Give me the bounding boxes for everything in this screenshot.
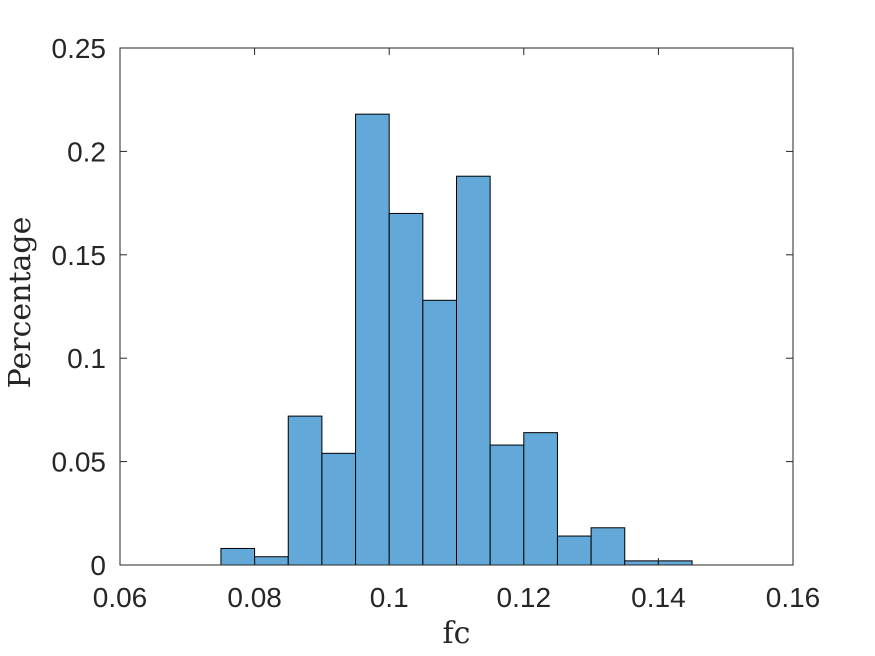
y-tick-label: 0.05 [52, 447, 107, 478]
histogram-bars [220, 113, 693, 566]
histogram-bar [388, 212, 424, 566]
y-tick-label: 0 [90, 550, 106, 581]
y-tick-label: 0.2 [67, 136, 106, 167]
histogram-bar [657, 560, 693, 566]
y-tick-labels: 0 0.05 0.1 0.15 0.2 0.25 [52, 33, 107, 581]
histogram-bar [590, 527, 626, 566]
histogram-bar [220, 547, 256, 566]
histogram-bar [556, 535, 592, 566]
histogram-bar [456, 175, 491, 566]
histogram-bar [523, 432, 558, 566]
y-axis-label: Percentage [3, 217, 38, 389]
x-tick-label: 0.06 [93, 582, 148, 613]
y-tick-label: 0.15 [52, 240, 107, 271]
histogram-bar [254, 556, 289, 566]
x-tick-label: 0.16 [766, 582, 821, 613]
histogram-bar [355, 113, 390, 566]
x-tick-label: 0.14 [631, 582, 686, 613]
histogram-bar [287, 415, 323, 566]
axes-box [119, 47, 794, 566]
y-tick-label: 0.1 [67, 343, 106, 374]
x-tick-label: 0.08 [227, 582, 282, 613]
histogram-bar [321, 452, 357, 566]
histogram-bar [489, 444, 525, 566]
x-tick-label: 0.1 [370, 582, 409, 613]
x-tick-labels: 0.06 0.08 0.1 0.12 0.14 0.16 [93, 582, 821, 613]
histogram-bar [624, 560, 659, 566]
histogram-bar [422, 299, 458, 566]
x-tick-label: 0.12 [497, 582, 552, 613]
x-axis-label: fc [443, 616, 471, 651]
y-tick-label: 0.25 [52, 33, 107, 64]
